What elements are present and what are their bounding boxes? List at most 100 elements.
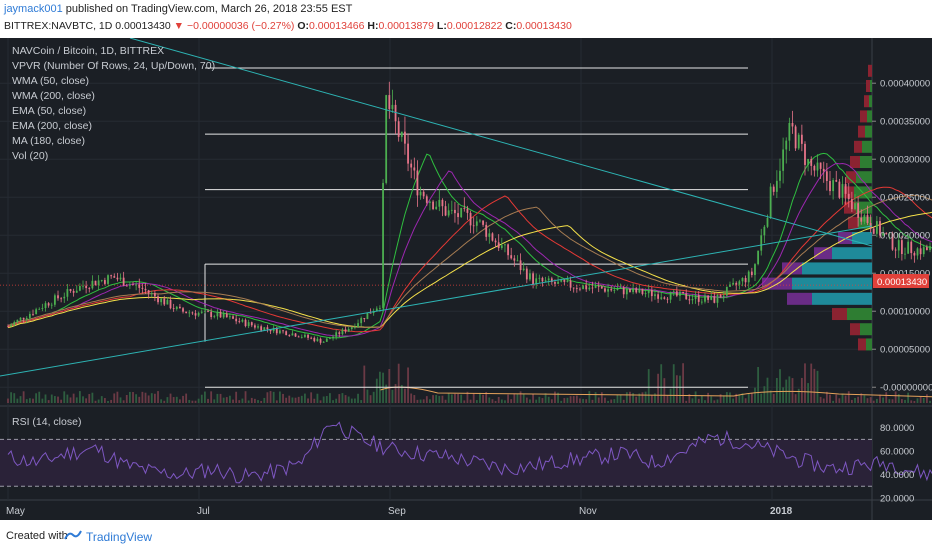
volume-bar <box>597 397 600 403</box>
candlestick <box>78 286 81 291</box>
volume-bar <box>691 398 694 403</box>
volume-bar <box>91 392 94 403</box>
candlestick <box>735 282 738 285</box>
volume-bar <box>297 396 300 403</box>
author-link[interactable]: jaymack001 <box>4 3 63 15</box>
candlestick <box>82 285 84 287</box>
volume-bar <box>288 395 291 403</box>
volume-bar <box>447 393 450 403</box>
ascending-trendline <box>0 225 873 377</box>
candlestick <box>53 295 56 305</box>
volume-bar <box>344 395 347 403</box>
candlestick <box>835 180 838 182</box>
candlestick <box>200 311 203 313</box>
volume-bar <box>322 396 325 403</box>
volume-bar <box>435 394 438 403</box>
candlestick <box>138 284 141 288</box>
candlestick <box>532 273 534 285</box>
volume-bar <box>872 400 875 403</box>
candlestick <box>575 288 578 289</box>
volume-bar <box>660 364 663 403</box>
volume-bar <box>885 392 888 403</box>
candlestick <box>185 311 188 314</box>
volume-bar <box>294 397 297 403</box>
symbol-text: BITTREX:NAVBTC, 1D <box>4 20 113 32</box>
volume-bar <box>25 399 28 403</box>
candlestick <box>507 244 509 256</box>
candlestick <box>588 287 591 290</box>
candlestick <box>900 240 903 255</box>
volume-bar <box>775 378 778 403</box>
volume-bar <box>419 399 422 403</box>
vpvr-down-row <box>787 292 812 305</box>
volume-bar <box>269 391 272 403</box>
candlestick <box>891 233 894 250</box>
candlestick <box>444 206 447 216</box>
volume-bar <box>594 392 597 403</box>
candlestick <box>569 280 572 288</box>
tradingview-brand[interactable]: TradingView <box>86 530 153 544</box>
vpvr-up-row <box>847 308 872 321</box>
volume-bar <box>679 375 681 403</box>
volume-bar <box>916 398 919 403</box>
volume-bar <box>644 391 647 403</box>
candlestick <box>550 278 553 283</box>
volume-bar <box>547 396 550 403</box>
candlestick <box>919 248 922 255</box>
volume-bar <box>766 377 769 403</box>
candlestick <box>766 217 769 227</box>
change-down-icon: ▼ <box>173 20 185 32</box>
volume-bar <box>535 399 538 403</box>
price-change: −0.00000036 (−0.27%) <box>186 20 295 32</box>
volume-bar <box>888 399 891 403</box>
candlestick <box>272 327 275 332</box>
candlestick <box>479 220 481 222</box>
candlestick <box>322 341 325 343</box>
candlestick <box>719 295 722 298</box>
volume-bar <box>97 399 100 403</box>
time-tick-label: Nov <box>579 506 597 517</box>
volume-bar <box>47 400 50 403</box>
candlestick <box>319 338 322 343</box>
candlestick <box>697 295 700 302</box>
volume-bar <box>772 393 775 403</box>
candlestick <box>860 217 863 222</box>
candlestick <box>863 215 866 222</box>
price-chart[interactable]: MayJulSepNov2018MarMayJulSep0.000400000.… <box>0 37 932 520</box>
candlestick <box>250 322 253 326</box>
volume-bar <box>160 399 163 403</box>
vpvr-up-row <box>867 110 872 123</box>
volume-bar <box>685 400 688 403</box>
volume-bar <box>588 391 591 403</box>
candlestick <box>394 104 397 122</box>
candlestick <box>400 131 403 137</box>
volume-bar <box>797 388 800 403</box>
candlestick <box>22 317 25 320</box>
candlestick <box>219 311 222 318</box>
candlestick <box>704 295 706 302</box>
vpvr-up-row <box>856 201 872 214</box>
candlestick <box>619 287 622 289</box>
candlestick <box>457 213 459 218</box>
candlestick <box>72 291 75 293</box>
volume-bar <box>825 391 828 403</box>
volume-bar <box>57 396 59 403</box>
volume-bar <box>710 396 713 403</box>
volume-bar <box>425 396 428 403</box>
chart-header: jaymack001 published on TradingView.com,… <box>0 0 932 38</box>
volume-bar <box>810 363 813 403</box>
legend: NAVCoin / Bitcoin, 1D, BITTREX VPVR (Num… <box>12 45 215 428</box>
candlestick <box>472 225 475 227</box>
candlestick <box>616 288 619 291</box>
candlestick <box>557 281 559 284</box>
price-tick-label: -0.00000000 <box>880 383 932 394</box>
volume-bar <box>122 400 125 403</box>
candlestick <box>235 318 238 322</box>
volume-bar <box>788 376 791 403</box>
chart-area[interactable]: MayJulSepNov2018MarMayJulSep0.000400000.… <box>0 37 932 520</box>
candlestick <box>672 291 675 293</box>
volume-bar <box>372 391 375 403</box>
volume-bars <box>7 363 932 403</box>
candlestick <box>429 201 431 203</box>
volume-bar <box>207 398 209 403</box>
